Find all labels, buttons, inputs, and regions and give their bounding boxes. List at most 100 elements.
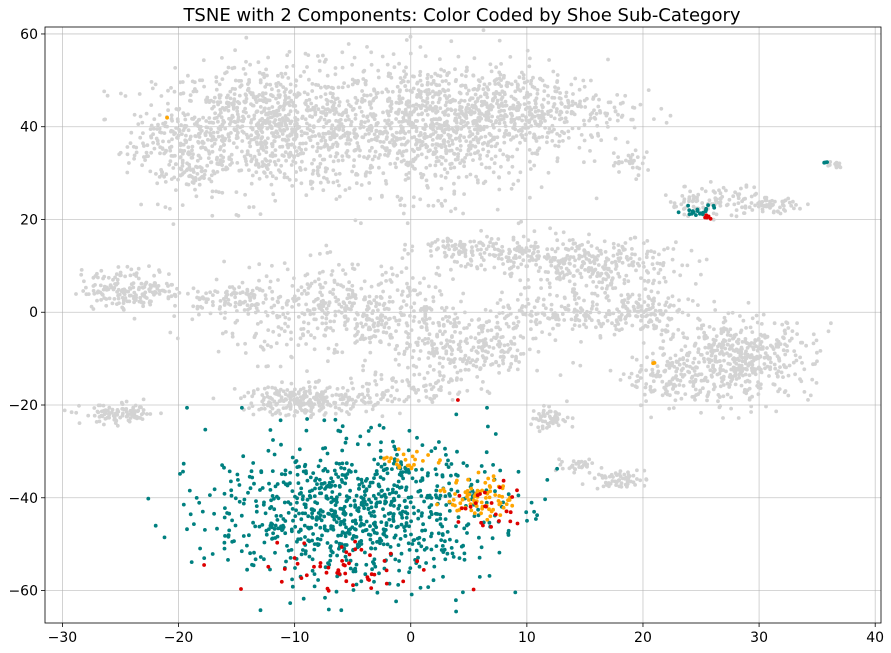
scatter-point — [469, 109, 474, 113]
scatter-point — [128, 416, 133, 420]
scatter-point — [737, 358, 741, 363]
scatter-point — [635, 301, 640, 306]
scatter-point — [276, 168, 281, 173]
scatter-point — [353, 116, 358, 121]
scatter-point — [517, 255, 522, 260]
scatter-point — [161, 139, 165, 144]
scatter-point — [619, 115, 624, 119]
scatter-point — [532, 163, 537, 168]
scatter-point — [573, 318, 578, 323]
scatter-point — [386, 74, 391, 78]
scatter-point — [761, 312, 766, 317]
scatter-point — [500, 335, 505, 339]
scatter-point — [672, 269, 676, 274]
scatter-point — [220, 77, 225, 81]
scatter-point — [434, 271, 439, 276]
scatter-point — [270, 289, 274, 294]
scatter-point — [317, 271, 322, 275]
scatter-point — [277, 314, 282, 319]
scatter-point — [213, 137, 218, 142]
scatter-point — [683, 392, 688, 396]
scatter-point — [508, 346, 513, 351]
scatter-point — [180, 203, 185, 208]
scatter-point — [459, 377, 464, 382]
scatter-point — [170, 118, 175, 123]
scatter-point — [447, 70, 451, 75]
scatter-point — [98, 283, 103, 288]
scatter-point — [806, 202, 810, 207]
scatter-point — [540, 103, 544, 107]
scatter-point — [366, 119, 371, 123]
scatter-point — [315, 141, 320, 146]
scatter-point — [520, 251, 525, 256]
scatter-point — [449, 352, 454, 356]
scatter-point — [536, 249, 540, 254]
scatter-point — [310, 186, 315, 191]
scatter-point — [265, 126, 270, 131]
scatter-point — [462, 164, 466, 169]
scatter-point — [128, 141, 133, 146]
scatter-point — [573, 290, 577, 295]
scatter-point — [467, 126, 471, 130]
scatter-point — [651, 302, 655, 306]
scatter-point — [708, 368, 713, 373]
scatter-point — [310, 82, 315, 86]
scatter-point — [629, 371, 634, 376]
scatter-point — [608, 117, 612, 122]
scatter-point — [516, 129, 521, 133]
scatter-point — [764, 198, 769, 203]
scatter-point — [334, 151, 339, 156]
scatter-point — [468, 257, 473, 262]
scatter-point — [595, 302, 599, 307]
scatter-point — [396, 322, 401, 327]
scatter-point — [203, 146, 208, 150]
scatter-point — [354, 132, 359, 137]
scatter-point — [763, 355, 768, 360]
scatter-point — [167, 272, 171, 276]
scatter-point — [125, 145, 130, 149]
scatter-point — [573, 258, 577, 263]
scatter-point — [202, 172, 207, 177]
scatter-point — [515, 85, 520, 90]
scatter-point — [596, 271, 600, 275]
scatter-point — [425, 370, 430, 375]
scatter-point — [712, 299, 717, 304]
scatter-point — [758, 201, 763, 206]
scatter-point — [580, 242, 584, 247]
scatter-point — [510, 154, 515, 159]
scatter-point — [320, 110, 325, 115]
scatter-point — [428, 306, 432, 311]
scatter-point — [374, 304, 378, 309]
scatter-point — [456, 154, 460, 159]
scatter-point — [247, 78, 252, 82]
scatter-point — [217, 307, 222, 311]
scatter-point — [366, 306, 371, 311]
scatter-point — [700, 201, 705, 205]
scatter-point — [728, 375, 733, 379]
scatter-point — [333, 154, 338, 159]
scatter-point — [226, 298, 231, 302]
scatter-point — [326, 359, 330, 364]
scatter-point — [759, 382, 763, 387]
scatter-point — [451, 360, 456, 364]
scatter-point — [701, 386, 705, 391]
scatter-point — [69, 410, 74, 415]
scatter-point — [209, 179, 214, 184]
scatter-point — [305, 272, 310, 276]
scatter-point — [384, 270, 388, 275]
scatter-point — [756, 385, 761, 390]
scatter-point — [284, 123, 289, 128]
scatter-point — [335, 350, 340, 354]
scatter-point — [626, 279, 631, 284]
scatter-point — [125, 152, 130, 157]
scatter-point — [104, 303, 109, 308]
scatter-point — [565, 110, 569, 114]
scatter-point — [372, 132, 377, 137]
scatter-point — [529, 244, 533, 249]
scatter-point — [554, 89, 559, 94]
scatter-point — [334, 172, 338, 177]
scatter-point — [332, 351, 337, 355]
scatter-point — [769, 203, 774, 208]
scatter-point — [414, 106, 418, 111]
scatter-point — [277, 117, 282, 122]
